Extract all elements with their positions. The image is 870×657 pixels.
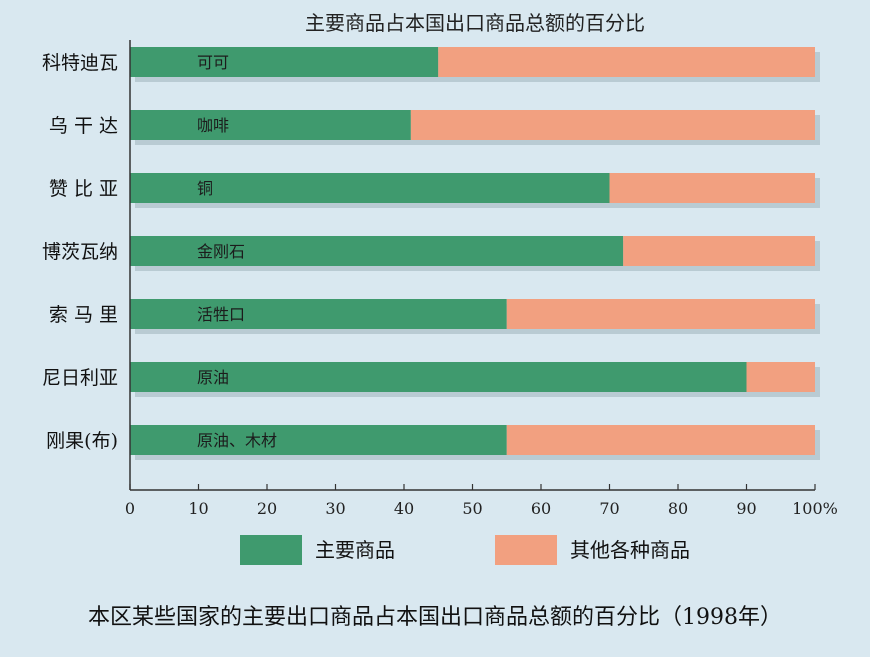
x-tick-label-0: 0 bbox=[125, 499, 135, 518]
bar-label-2: 铜 bbox=[197, 179, 213, 198]
category-label-0: 科特迪瓦 bbox=[42, 52, 118, 74]
bar-label-1: 咖啡 bbox=[197, 116, 229, 135]
bar-label-3: 金刚石 bbox=[197, 242, 245, 261]
bar-main-0 bbox=[130, 47, 439, 77]
bar-label-4: 活牲口 bbox=[197, 305, 245, 324]
x-tick-label-4: 40 bbox=[394, 499, 414, 518]
x-tick-label-5: 50 bbox=[462, 499, 482, 518]
category-label-2: 赞 比 亚 bbox=[49, 178, 118, 200]
legend-label-other: 其他各种商品 bbox=[570, 538, 690, 562]
bar-other-2 bbox=[609, 173, 815, 203]
x-tick-label-9: 90 bbox=[736, 499, 756, 518]
bar-label-5: 原油 bbox=[197, 368, 229, 387]
x-tick-label-8: 80 bbox=[668, 499, 688, 518]
legend: 主要商品 其他各种商品 bbox=[240, 535, 690, 565]
bar-main-5 bbox=[130, 362, 747, 392]
bar-other-1 bbox=[410, 110, 815, 140]
chart-title: 主要商品占本国出口商品总额的百分比 bbox=[305, 11, 645, 35]
bar-main-4 bbox=[130, 299, 507, 329]
legend-label-main: 主要商品 bbox=[315, 538, 395, 562]
legend-swatch-other bbox=[495, 535, 557, 565]
x-tick-label-2: 20 bbox=[257, 499, 277, 518]
category-label-5: 尼日利亚 bbox=[42, 367, 118, 389]
bar-label-6: 原油、木材 bbox=[197, 431, 277, 450]
chart-caption: 本区某些国家的主要出口商品占本国出口商品总额的百分比（1998年） bbox=[88, 605, 782, 630]
x-tick-label-6: 60 bbox=[531, 499, 551, 518]
x-tick-label-3: 30 bbox=[325, 499, 345, 518]
bar-other-6 bbox=[506, 425, 815, 455]
x-axis: 0 10 20 30 40 50 60 70 80 90 100% bbox=[125, 40, 838, 518]
category-label-3: 博茨瓦纳 bbox=[42, 241, 118, 263]
bar-other-5 bbox=[746, 362, 815, 392]
x-tick-label-1: 10 bbox=[188, 499, 208, 518]
bar-main-3 bbox=[130, 236, 624, 266]
bar-other-0 bbox=[438, 47, 815, 77]
bar-main-2 bbox=[130, 173, 610, 203]
bar-label-0: 可可 bbox=[197, 53, 229, 72]
bar-other-4 bbox=[506, 299, 815, 329]
bar-main-1 bbox=[130, 110, 411, 140]
x-tick-label-7: 70 bbox=[599, 499, 619, 518]
legend-swatch-main bbox=[240, 535, 302, 565]
category-label-1: 乌 干 达 bbox=[49, 115, 118, 137]
bar-other-3 bbox=[623, 236, 815, 266]
category-label-6: 刚果(布) bbox=[46, 430, 118, 452]
category-label-4: 索 马 里 bbox=[49, 304, 118, 326]
bar-main-6 bbox=[130, 425, 507, 455]
x-tick-label-10: 100% bbox=[792, 499, 838, 518]
